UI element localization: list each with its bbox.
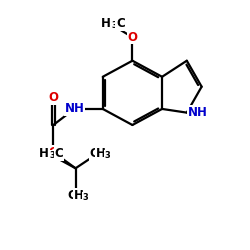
Text: NH: NH	[64, 102, 84, 116]
Text: NH: NH	[188, 106, 208, 119]
Text: H: H	[101, 17, 111, 30]
Text: 3: 3	[104, 151, 110, 160]
Text: 3: 3	[49, 151, 55, 160]
Text: O: O	[48, 146, 58, 159]
Text: C: C	[54, 147, 63, 160]
Text: H: H	[74, 189, 84, 202]
Text: 3: 3	[82, 193, 88, 202]
Text: H: H	[39, 147, 49, 160]
Text: C: C	[68, 189, 76, 202]
Text: O: O	[128, 31, 138, 44]
Text: H: H	[96, 147, 106, 160]
Text: O: O	[48, 91, 58, 104]
Text: C: C	[116, 17, 125, 30]
Text: 3: 3	[111, 21, 117, 30]
Text: C: C	[90, 147, 98, 160]
